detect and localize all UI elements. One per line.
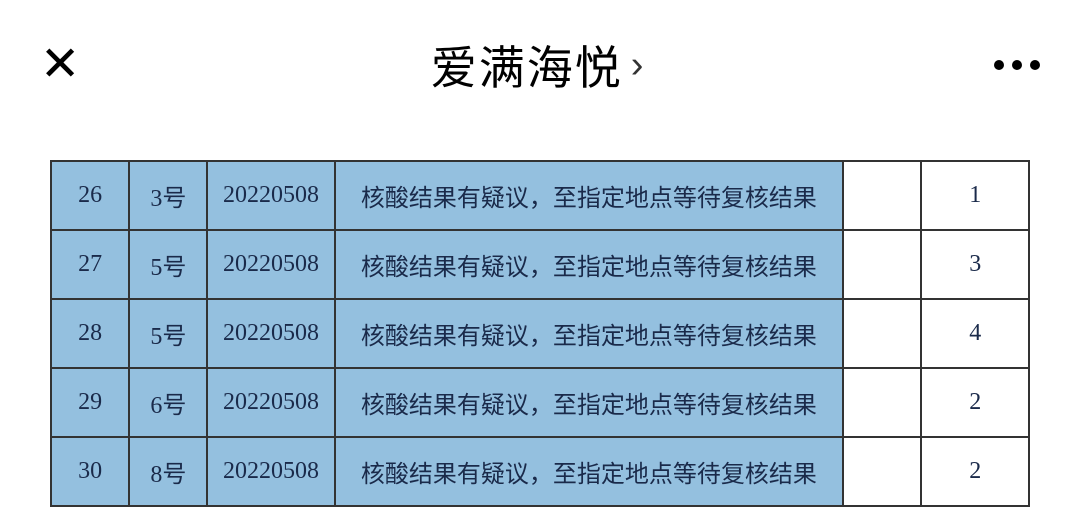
cell-number: 6号 [129, 368, 207, 437]
cell-date: 20220508 [207, 230, 334, 299]
cell-number: 3号 [129, 161, 207, 230]
close-icon[interactable]: ✕ [40, 41, 80, 89]
cell-empty [843, 161, 921, 230]
cell-empty [843, 368, 921, 437]
cell-sequence: 27 [51, 230, 129, 299]
cell-number: 8号 [129, 437, 207, 506]
cell-description: 核酸结果有疑议，至指定地点等待复核结果 [335, 161, 844, 230]
cell-date: 20220508 [207, 299, 334, 368]
dot-icon [1012, 60, 1022, 70]
table-row: 263号20220508核酸结果有疑议，至指定地点等待复核结果 1 [51, 161, 1029, 230]
cell-count: 1 [921, 161, 1029, 230]
page-title: 爱满海悦 [431, 32, 623, 98]
cell-description: 核酸结果有疑议，至指定地点等待复核结果 [335, 230, 844, 299]
cell-date: 20220508 [207, 161, 334, 230]
cell-description: 核酸结果有疑议，至指定地点等待复核结果 [335, 368, 844, 437]
table-row: 296号20220508核酸结果有疑议，至指定地点等待复核结果 2 [51, 368, 1029, 437]
cell-number: 5号 [129, 230, 207, 299]
dot-icon [994, 60, 1004, 70]
cell-count: 2 [921, 368, 1029, 437]
cell-empty [843, 299, 921, 368]
cell-number: 5号 [129, 299, 207, 368]
cell-description: 核酸结果有疑议，至指定地点等待复核结果 [335, 299, 844, 368]
table-row: 275号20220508核酸结果有疑议，至指定地点等待复核结果 3 [51, 230, 1029, 299]
cell-empty [843, 437, 921, 506]
dot-icon [1030, 60, 1040, 70]
cell-date: 20220508 [207, 437, 334, 506]
cell-sequence: 30 [51, 437, 129, 506]
cell-sequence: 29 [51, 368, 129, 437]
chevron-right-icon: › [631, 44, 644, 87]
cell-count: 2 [921, 437, 1029, 506]
cell-sequence: 28 [51, 299, 129, 368]
results-table: 263号20220508核酸结果有疑议，至指定地点等待复核结果1275号2022… [50, 160, 1030, 507]
title-dropdown[interactable]: 爱满海悦 › [431, 32, 644, 98]
content-area: 263号20220508核酸结果有疑议，至指定地点等待复核结果1275号2022… [0, 130, 1080, 507]
more-icon[interactable] [994, 60, 1040, 70]
table-row: 285号20220508核酸结果有疑议，至指定地点等待复核结果 4 [51, 299, 1029, 368]
cell-count: 3 [921, 230, 1029, 299]
cell-count: 4 [921, 299, 1029, 368]
table-body: 263号20220508核酸结果有疑议，至指定地点等待复核结果1275号2022… [51, 161, 1029, 506]
cell-description: 核酸结果有疑议，至指定地点等待复核结果 [335, 437, 844, 506]
cell-sequence: 26 [51, 161, 129, 230]
header-bar: ✕ 爱满海悦 › [0, 0, 1080, 130]
table-row: 308号20220508核酸结果有疑议，至指定地点等待复核结果 2 [51, 437, 1029, 506]
cell-date: 20220508 [207, 368, 334, 437]
cell-empty [843, 230, 921, 299]
